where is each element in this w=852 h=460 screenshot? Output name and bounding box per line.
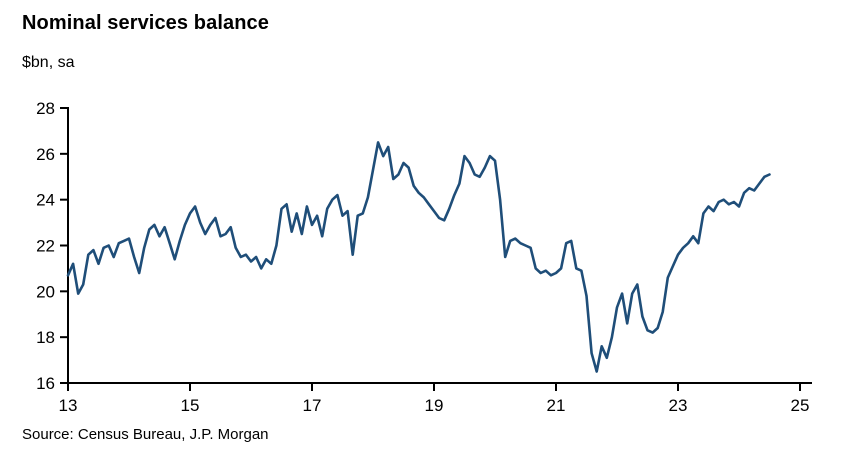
services-balance-series-line (66, 141, 771, 373)
x-axis-tick-label: 15 (181, 396, 200, 415)
y-axis-tick-label: 26 (36, 145, 55, 164)
y-axis-tick-label: 28 (36, 99, 55, 118)
chart-title: Nominal services balance (22, 12, 269, 34)
x-axis-tick-label: 23 (669, 396, 688, 415)
y-axis-tick-label: 16 (36, 374, 55, 393)
y-axis-tick-label: 22 (36, 237, 55, 256)
y-axis-tick-label: 20 (36, 282, 55, 301)
y-axis-tick-label: 24 (36, 191, 55, 210)
x-axis-tick-label: 19 (425, 396, 444, 415)
x-axis-tick-label: 21 (547, 396, 566, 415)
x-axis-tick-label: 25 (791, 396, 810, 415)
x-axis-tick-label: 13 (59, 396, 78, 415)
y-axis-tick-label: 18 (36, 328, 55, 347)
chart-y-axis-unit-label: $bn, sa (22, 54, 75, 71)
chart-source-note: Source: Census Bureau, J.P. Morgan (22, 426, 269, 443)
x-axis-tick-label: 17 (303, 396, 322, 415)
